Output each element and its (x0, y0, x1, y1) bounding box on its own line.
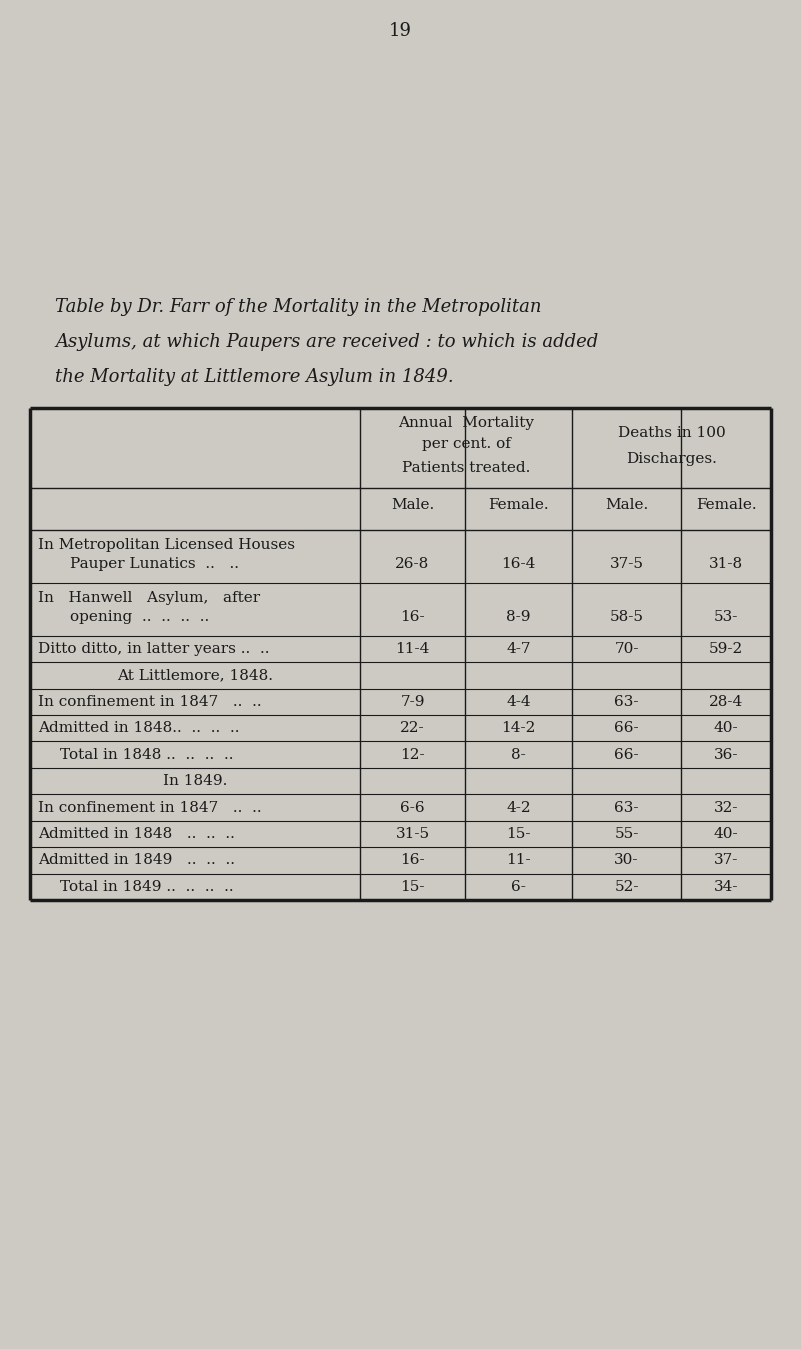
Text: In 1849.: In 1849. (163, 774, 227, 788)
Text: 31-8: 31-8 (709, 557, 743, 572)
Text: In confinement in 1847   ..  ..: In confinement in 1847 .. .. (38, 800, 262, 815)
Text: 70-: 70- (614, 642, 638, 656)
Text: Patients treated.: Patients treated. (402, 461, 530, 475)
Text: 55-: 55- (614, 827, 638, 840)
Text: In   Hanwell   Asylum,   after: In Hanwell Asylum, after (38, 591, 260, 604)
Text: 28-4: 28-4 (709, 695, 743, 708)
Text: 58-5: 58-5 (610, 610, 643, 625)
Text: 16-: 16- (400, 610, 425, 625)
Text: Annual  Mortality: Annual Mortality (398, 415, 534, 430)
Text: 16-: 16- (400, 854, 425, 867)
Text: 14-2: 14-2 (501, 722, 536, 735)
Text: Ditto ditto, in latter years ..  ..: Ditto ditto, in latter years .. .. (38, 642, 269, 656)
Text: 53-: 53- (714, 610, 739, 625)
Text: Total in 1848 ..  ..  ..  ..: Total in 1848 .. .. .. .. (60, 747, 234, 762)
Text: 19: 19 (388, 22, 412, 40)
Text: 37-: 37- (714, 854, 739, 867)
Text: 66-: 66- (614, 722, 639, 735)
Text: Discharges.: Discharges. (626, 452, 717, 465)
Text: 59-2: 59-2 (709, 642, 743, 656)
Text: Female.: Female. (696, 498, 756, 513)
Text: 4-2: 4-2 (506, 800, 531, 815)
Text: 52-: 52- (614, 880, 638, 894)
Text: Pauper Lunatics  ..   ..: Pauper Lunatics .. .. (70, 557, 239, 572)
Text: opening  ..  ..  ..  ..: opening .. .. .. .. (70, 610, 209, 625)
Text: 34-: 34- (714, 880, 739, 894)
Text: 7-9: 7-9 (400, 695, 425, 708)
Text: Total in 1849 ..  ..  ..  ..: Total in 1849 .. .. .. .. (60, 880, 234, 894)
Text: Deaths in 100: Deaths in 100 (618, 426, 726, 440)
Text: Asylums, at which Paupers are received : to which is added: Asylums, at which Paupers are received :… (55, 333, 598, 351)
Text: Admitted in 1848..  ..  ..  ..: Admitted in 1848.. .. .. .. (38, 722, 239, 735)
Text: In confinement in 1847   ..  ..: In confinement in 1847 .. .. (38, 695, 262, 708)
Text: 63-: 63- (614, 800, 638, 815)
Text: Admitted in 1848   ..  ..  ..: Admitted in 1848 .. .. .. (38, 827, 235, 840)
Text: 40-: 40- (714, 722, 739, 735)
Text: Male.: Male. (391, 498, 434, 513)
Text: 8-9: 8-9 (506, 610, 531, 625)
Text: 11-4: 11-4 (396, 642, 429, 656)
Text: 4-4: 4-4 (506, 695, 531, 708)
Text: 63-: 63- (614, 695, 638, 708)
Text: Admitted in 1849   ..  ..  ..: Admitted in 1849 .. .. .. (38, 854, 235, 867)
Text: 37-5: 37-5 (610, 557, 643, 572)
Text: 8-: 8- (511, 747, 526, 762)
Text: 15-: 15- (506, 827, 531, 840)
Text: 26-8: 26-8 (396, 557, 429, 572)
Text: Table by Dr. Farr of the Mortality in the Metropolitan: Table by Dr. Farr of the Mortality in th… (55, 298, 541, 316)
Text: 6-: 6- (511, 880, 526, 894)
Text: 15-: 15- (400, 880, 425, 894)
Text: 11-: 11- (506, 854, 531, 867)
Text: Male.: Male. (605, 498, 648, 513)
Text: 12-: 12- (400, 747, 425, 762)
Text: 31-5: 31-5 (396, 827, 429, 840)
Text: 6-6: 6-6 (400, 800, 425, 815)
Text: 32-: 32- (714, 800, 739, 815)
Text: 16-4: 16-4 (501, 557, 536, 572)
Text: 66-: 66- (614, 747, 639, 762)
Text: 40-: 40- (714, 827, 739, 840)
Text: per cent. of: per cent. of (421, 437, 510, 451)
Text: 22-: 22- (400, 722, 425, 735)
Text: At Littlemore, 1848.: At Littlemore, 1848. (117, 668, 273, 683)
Text: the Mortality at Littlemore Asylum in 1849.: the Mortality at Littlemore Asylum in 18… (55, 368, 453, 386)
Text: 30-: 30- (614, 854, 638, 867)
Text: Female.: Female. (488, 498, 549, 513)
Text: 36-: 36- (714, 747, 739, 762)
Text: In Metropolitan Licensed Houses: In Metropolitan Licensed Houses (38, 538, 295, 552)
Text: 4-7: 4-7 (506, 642, 531, 656)
